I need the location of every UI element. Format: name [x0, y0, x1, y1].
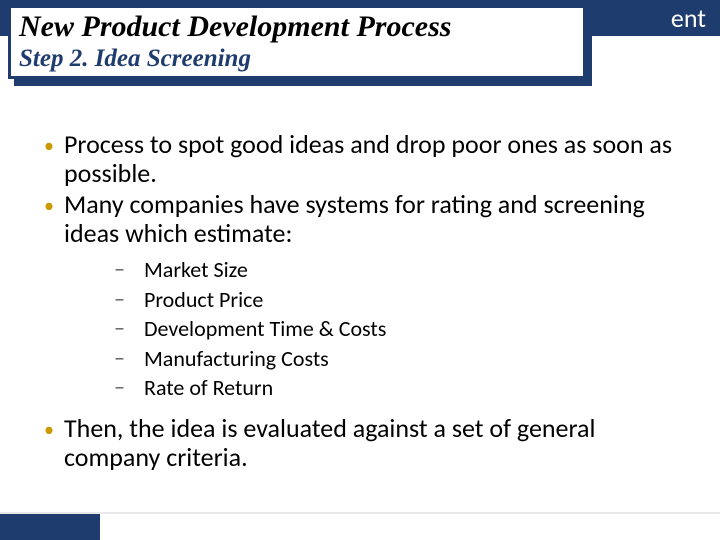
- dash-icon: –: [114, 315, 144, 341]
- bullet-dot-icon: •: [40, 414, 64, 442]
- title-box: New Product Development Process Step 2. …: [8, 5, 586, 79]
- bullet-text: Process to spot good ideas and drop poor…: [64, 130, 690, 188]
- title-subtitle: Step 2. Idea Screening: [19, 45, 575, 73]
- sub-bullet-item: – Manufacturing Costs: [114, 345, 690, 373]
- dash-icon: –: [114, 374, 144, 400]
- dash-icon: –: [114, 286, 144, 312]
- bullet-item: • Many companies have systems for rating…: [40, 190, 690, 248]
- bullet-dot-icon: •: [40, 130, 64, 158]
- sub-bullet-item: – Rate of Return: [114, 374, 690, 402]
- bullet-dot-icon: •: [40, 190, 64, 218]
- sub-bullet-item: – Development Time & Costs: [114, 315, 690, 343]
- sub-bullet-list: – Market Size – Product Price – Developm…: [114, 256, 690, 402]
- footer-divider: [0, 512, 720, 514]
- sub-bullet-item: – Product Price: [114, 286, 690, 314]
- dash-icon: –: [114, 256, 144, 282]
- sub-bullet-text: Product Price: [144, 286, 263, 314]
- bullet-item: • Process to spot good ideas and drop po…: [40, 130, 690, 188]
- bullet-item: • Then, the idea is evaluated against a …: [40, 414, 690, 472]
- sub-bullet-text: Development Time & Costs: [144, 315, 386, 343]
- sub-bullet-text: Rate of Return: [144, 374, 273, 402]
- footer-accent-bar: [0, 514, 100, 540]
- dash-icon: –: [114, 345, 144, 371]
- sub-bullet-text: Market Size: [144, 256, 248, 284]
- slide-content: • Process to spot good ideas and drop po…: [40, 130, 690, 474]
- bullet-text: Then, the idea is evaluated against a se…: [64, 414, 690, 472]
- sub-bullet-text: Manufacturing Costs: [144, 345, 329, 373]
- sub-bullet-item: – Market Size: [114, 256, 690, 284]
- bullet-text: Many companies have systems for rating a…: [64, 190, 690, 248]
- title-main: New Product Development Process: [19, 10, 575, 43]
- banner-text-fragment: ent: [671, 2, 706, 34]
